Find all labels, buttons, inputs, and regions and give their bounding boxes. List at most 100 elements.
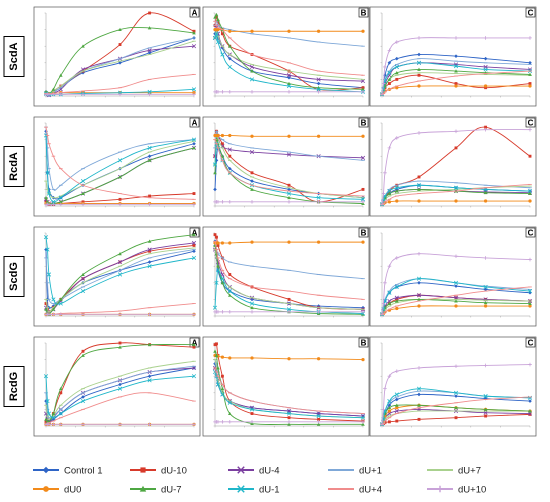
data-point: [220, 52, 225, 57]
data-point: [387, 48, 392, 53]
data-point: [220, 32, 224, 36]
data-point: [387, 409, 392, 413]
data-point: [44, 307, 48, 311]
legend-label: dU+1: [359, 465, 382, 476]
series-du0: [213, 133, 365, 138]
data-point: [147, 264, 152, 269]
series-du-10: [213, 310, 365, 314]
legend: Control 1 dU-10 dU-4 dU+1 dU+7 dU0 dU-7 dU-1 dU+…: [33, 465, 486, 495]
legend-marker: [237, 466, 245, 474]
data-point: [360, 155, 366, 160]
data-point: [316, 357, 321, 361]
data-point: [216, 200, 220, 204]
data-point: [220, 310, 225, 314]
data-point: [249, 77, 255, 82]
panel-scdg-b: B: [202, 226, 370, 327]
data-point: [118, 312, 122, 317]
panel-letter-text: A: [192, 228, 198, 237]
data-point: [387, 191, 392, 195]
data-point: [192, 31, 196, 35]
data-point: [316, 87, 321, 92]
data-point: [147, 312, 152, 317]
data-point: [287, 75, 291, 80]
data-point: [483, 127, 488, 132]
data-point: [228, 411, 232, 415]
data-point: [416, 386, 422, 391]
data-point: [81, 353, 85, 357]
data-point: [527, 289, 533, 294]
data-point: [387, 290, 392, 295]
data-point: [361, 420, 365, 424]
data-point: [51, 415, 56, 420]
series-du-1: [43, 133, 197, 204]
data-point: [381, 191, 386, 196]
series-du-10: [380, 362, 532, 427]
data-point: [147, 374, 152, 378]
panel-rcdg-a: A: [33, 336, 201, 437]
data-point: [286, 73, 292, 78]
data-point: [81, 200, 85, 204]
data-point: [484, 125, 488, 129]
data-point: [417, 36, 421, 40]
data-point: [228, 293, 232, 297]
data-point: [51, 202, 56, 207]
data-point: [394, 408, 399, 414]
data-point: [287, 240, 291, 244]
data-point: [387, 298, 392, 304]
data-point: [44, 199, 48, 203]
panel-frame: [33, 6, 201, 107]
series-du-4: [44, 126, 196, 200]
data-point: [528, 61, 532, 65]
legend-label: dU-7: [161, 484, 182, 495]
data-point: [215, 39, 221, 45]
data-point: [192, 141, 196, 146]
panel-letter-text: A: [192, 118, 198, 127]
data-point: [191, 240, 197, 246]
data-point: [214, 12, 219, 17]
data-point: [483, 256, 488, 260]
data-point: [213, 233, 217, 237]
data-point: [228, 200, 232, 204]
data-point: [287, 134, 291, 138]
data-point: [192, 244, 196, 247]
data-point: [147, 260, 152, 264]
data-point: [454, 54, 458, 58]
data-point: [249, 301, 255, 306]
data-point: [417, 187, 421, 191]
data-point: [216, 27, 220, 32]
data-point: [381, 81, 386, 86]
legend-label: dU+10: [458, 484, 486, 495]
data-point: [395, 397, 399, 402]
data-point: [316, 195, 321, 200]
series-du-1: [379, 60, 533, 97]
data-point: [228, 56, 232, 61]
data-point: [147, 51, 152, 55]
panel-letter-text: C: [528, 228, 534, 237]
data-point: [220, 355, 225, 359]
data-point: [59, 297, 63, 301]
data-point: [249, 149, 255, 155]
data-point: [287, 200, 291, 204]
series-du-10: [213, 90, 365, 94]
data-point: [361, 422, 365, 426]
data-point: [80, 399, 86, 404]
series-du-10: [380, 36, 532, 97]
data-point: [483, 67, 488, 72]
data-point: [286, 152, 292, 157]
data-point: [361, 29, 365, 33]
data-point: [44, 195, 48, 200]
data-point: [214, 280, 219, 285]
data-point: [417, 84, 421, 88]
panel-letter-text: B: [361, 228, 367, 237]
panel-frame: [202, 116, 370, 217]
panel-letter: B: [358, 7, 369, 18]
data-point: [316, 134, 321, 138]
data-point: [287, 357, 291, 361]
panel-letter-text: C: [528, 338, 534, 347]
series-du-1: [212, 31, 366, 94]
panel-letter-text: C: [528, 8, 534, 17]
data-point: [417, 417, 421, 421]
data-point: [59, 386, 63, 391]
data-point: [192, 342, 196, 347]
data-point: [228, 273, 232, 276]
